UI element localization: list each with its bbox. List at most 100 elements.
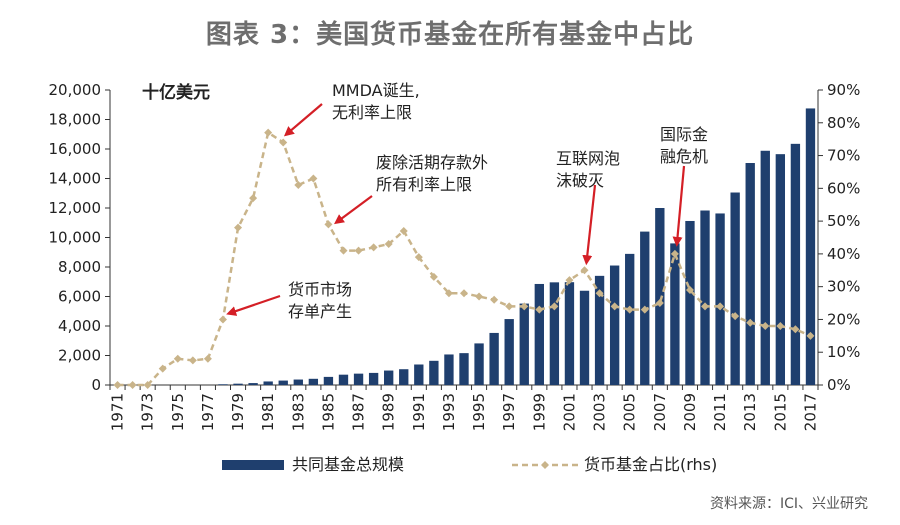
share-point-1980 [249, 194, 258, 203]
right-axis-tick-label: 20% [827, 310, 860, 328]
share-point-1999 [535, 305, 544, 314]
bar-1982 [278, 380, 288, 385]
annotation-line: 废除活期存款外 [376, 153, 488, 172]
right-axis-tick-label: 70% [827, 147, 860, 165]
bar-2017 [805, 108, 816, 385]
bar-2001 [564, 282, 575, 385]
right-axis-tick-label: 80% [827, 114, 860, 132]
share-point-2000 [550, 302, 559, 311]
right-axis-tick-label: 40% [827, 245, 860, 263]
x-axis-tick-label: 1975 [169, 393, 187, 431]
bar-2003 [594, 275, 605, 385]
right-axis-tick-label: 50% [827, 212, 860, 230]
annotation-line: 沫破灭 [556, 171, 604, 190]
left-axis-tick-label: 0 [91, 376, 101, 394]
annotation-line: 互联网泡 [556, 149, 620, 168]
share-point-2017 [806, 331, 815, 340]
x-axis-tick-label: 1989 [380, 393, 398, 431]
bar-1988 [368, 372, 379, 385]
share-point-1989 [384, 240, 393, 249]
bar-1979 [233, 383, 243, 385]
bar-1999 [534, 283, 544, 385]
x-axis-tick-label: 2013 [741, 393, 759, 431]
annotation-arrow-1982 [283, 103, 323, 137]
bar-2000 [549, 282, 560, 385]
bar-1983 [293, 379, 303, 385]
legend-swatch-bar [222, 460, 284, 470]
x-axis-tick-label: 2011 [711, 393, 729, 431]
share-point-1996 [490, 295, 499, 304]
bar-2013 [745, 163, 755, 385]
right-axis-tick-label: 0% [827, 376, 851, 394]
chart-title: 图表 3：美国货币基金在所有基金中占比 [205, 20, 695, 50]
x-axis-tick-label: 2003 [591, 393, 609, 431]
annotation-2002: 互联网泡沫破灭 [556, 149, 620, 190]
bar-1994 [459, 353, 469, 385]
share-point-2002 [580, 266, 589, 275]
annotation-line: 融危机 [660, 147, 708, 166]
share-point-2012 [731, 312, 740, 321]
share-point-1976 [188, 356, 197, 365]
x-axis-tick-label: 1987 [350, 393, 368, 431]
bar-2010 [700, 210, 710, 385]
right-axis-tick-label: 60% [827, 179, 860, 197]
bar-2015 [775, 154, 786, 385]
x-axis-tick-label: 1977 [199, 393, 217, 431]
left-axis-unit-label: 十亿美元 [142, 82, 210, 103]
annotation-arrow-1978 [226, 294, 281, 316]
annotation-arrow-1985 [334, 195, 373, 225]
share-point-2009 [685, 285, 694, 294]
annotation-line: 存单产生 [288, 302, 352, 321]
right-axis-tick-label: 10% [827, 343, 860, 361]
legend-label-bar: 共同基金总规模 [292, 455, 404, 474]
share-point-2016 [791, 325, 800, 334]
x-axis-tick-label: 2017 [801, 393, 819, 431]
share-point-1991 [414, 253, 423, 262]
bar-2002 [579, 290, 590, 385]
annotation-line: MMDA诞生, [332, 81, 420, 100]
left-axis-tick-label: 16,000 [49, 140, 102, 158]
share-point-1973 [143, 381, 152, 389]
left-axis-tick-label: 14,000 [49, 170, 102, 188]
share-point-2007 [655, 299, 664, 308]
share-point-1997 [505, 302, 514, 311]
annotation-arrow-2002 [582, 184, 597, 266]
annotation-2008: 国际金融危机 [660, 125, 708, 166]
share-point-1987 [354, 246, 363, 255]
bar-1995 [474, 343, 484, 385]
bar-1981 [263, 381, 273, 385]
bar-2014 [760, 150, 770, 385]
annotation-line: 货币市场 [288, 280, 352, 299]
annotation-1978: 货币市场存单产生 [288, 280, 352, 321]
x-axis-tick-label: 1985 [319, 393, 337, 431]
share-point-1990 [399, 226, 408, 235]
bar-2005 [625, 253, 635, 385]
share-point-2011 [716, 302, 725, 311]
x-axis-tick-label: 1981 [259, 393, 277, 431]
share-point-1975 [173, 354, 182, 363]
share-point-2014 [761, 322, 770, 330]
x-axis-tick-label: 2007 [651, 393, 669, 431]
left-axis-tick-label: 4,000 [58, 317, 101, 335]
bar-1990 [399, 369, 409, 385]
left-axis-tick-label: 18,000 [49, 111, 102, 129]
x-axis-tick-label: 1971 [109, 393, 127, 431]
annotation-line: 所有利率上限 [376, 175, 472, 194]
annotation-line: 无利率上限 [332, 103, 412, 122]
x-axis-tick-label: 1979 [229, 393, 247, 431]
share-point-1982 [279, 138, 288, 147]
bar-1978 [218, 384, 228, 385]
share-point-1978 [218, 315, 227, 324]
bar-1985 [323, 376, 334, 385]
bar-1980 [248, 383, 258, 385]
source-note: 资料来源：ICI、兴业研究 [710, 496, 868, 512]
share-point-1971 [113, 381, 122, 389]
bar-1998 [519, 303, 529, 385]
share-point-2015 [776, 322, 785, 330]
bar-1993 [444, 354, 454, 385]
share-point-2003 [595, 289, 604, 298]
left-axis-tick-label: 2,000 [58, 347, 101, 365]
bar-2009 [685, 220, 695, 385]
share-point-2004 [610, 302, 619, 311]
bar-1996 [489, 332, 499, 385]
